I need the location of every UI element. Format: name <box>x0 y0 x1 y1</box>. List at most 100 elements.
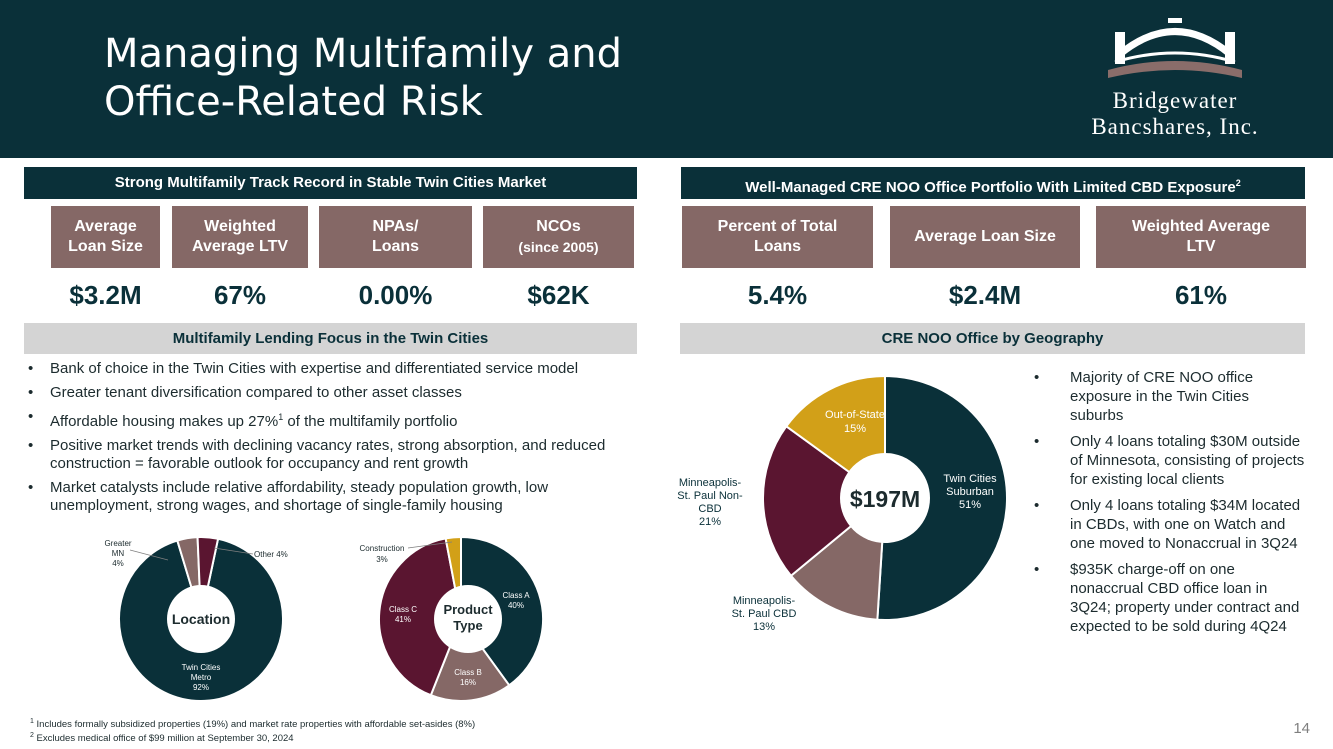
label-class-a: Class A <box>502 591 530 600</box>
label-mpls-cbd: St. Paul CBD <box>732 608 797 620</box>
page-number: 14 <box>1293 720 1310 737</box>
metric-value-percent-total-loans: 5.4% <box>747 280 808 310</box>
label-class-c: Class C <box>389 605 417 614</box>
bullet-item: Bank of choice in the Twin Cities with e… <box>24 360 654 378</box>
product-center-label: Product <box>443 602 493 617</box>
company-logo: Bridgewater Bancshares, Inc. <box>1060 14 1290 144</box>
metric-label: LTV <box>1186 238 1216 255</box>
metric-label: Weighted Average <box>1131 218 1271 235</box>
label-twin-cities-suburban: Twin Cities <box>943 473 997 485</box>
footnote-marker: 2 <box>1235 178 1241 188</box>
pie-slice-class-a <box>460 535 544 687</box>
bullet-item: Only 4 loans totaling $34M located in CB… <box>1030 496 1305 553</box>
bullet-item: Market catalysts include relative afford… <box>24 479 624 515</box>
metric-label: NCOs <box>536 218 581 235</box>
label-out-of-state-pct: 15% <box>844 423 866 435</box>
label-twin-cities-suburban: Suburban <box>946 486 994 498</box>
product-pie-center <box>434 585 502 653</box>
metric-label: Loans <box>371 238 420 255</box>
footnote-marker: 2 <box>30 732 34 739</box>
footnote-text: Includes formally subsidized properties … <box>36 719 476 731</box>
metric-label: Loans <box>753 238 802 255</box>
pie-slice-class-c <box>378 537 463 697</box>
bridge-emblem-icon <box>1108 18 1242 78</box>
geography-pie-chart: $197M Twin Cities Suburban 51% Out-of-St… <box>677 374 1009 633</box>
metric-sublabel: (since 2005) <box>518 239 599 255</box>
metric-label: Loan Size <box>68 238 143 255</box>
label-twin-cities-metro: Twin Cities <box>182 663 221 672</box>
label-greater-mn-pct: 4% <box>112 559 124 568</box>
footnote-text: Excludes medical office of $99 million a… <box>36 733 294 745</box>
location-center-label: Location <box>172 611 230 627</box>
label-mpls-non-cbd-pct: 21% <box>699 516 721 528</box>
cre-noo-section-title: Well-Managed CRE NOO Office Portfolio Wi… <box>681 167 1305 199</box>
metric-value-average-loan-size-office: $2.4M <box>948 280 1022 310</box>
label-class-b: Class B <box>454 668 482 677</box>
bullet-text: Market catalysts include relative afford… <box>50 479 549 514</box>
geography-title: CRE NOO Office by Geography <box>680 323 1305 354</box>
metric-value-average-loan-size: $3.2M <box>69 280 142 310</box>
bullet-item: Only 4 loans totaling $30M outside of Mi… <box>1030 432 1305 489</box>
title-line-1: Managing Multifamily and <box>104 31 623 77</box>
geo-center-label: $197M <box>850 486 920 512</box>
label-mpls-cbd: Minneapolis- <box>733 595 796 607</box>
metric-label: Percent of Total <box>717 218 838 235</box>
bullet-text: Affordable housing makes up 27% <box>50 413 279 430</box>
metric-box-weighted-average-ltv: Weighted Average LTV <box>1096 206 1306 268</box>
multifamily-section-title: Strong Multifamily Track Record in Stabl… <box>24 167 637 199</box>
label-class-c-pct: 41% <box>395 615 411 624</box>
label-construction: Construction <box>360 544 405 553</box>
label-twin-cities-metro: Metro <box>191 673 212 682</box>
metric-value-npas-loans: 0.00% <box>358 280 433 310</box>
bullet-item: $935K charge-off on one nonaccrual CBD o… <box>1030 560 1305 636</box>
metric-box-ncos: NCOs (since 2005) <box>483 206 634 268</box>
bullet-item: Affordable housing makes up 27%1 of the … <box>24 408 654 431</box>
bullet-item: Greater tenant diversification compared … <box>24 384 654 402</box>
label-other: Other 4% <box>254 550 288 559</box>
label-class-a-pct: 40% <box>508 601 524 610</box>
metric-box-average-loan-size-office: Average Loan Size <box>890 206 1080 268</box>
metric-box-weighted-ltv: Weighted Average LTV <box>172 206 308 268</box>
label-twin-cities-suburban-pct: 51% <box>959 499 981 511</box>
label-twin-cities-metro-pct: 92% <box>193 683 209 692</box>
label-greater-mn: MN <box>112 549 125 558</box>
metric-value-weighted-average-ltv: 61% <box>1174 280 1228 310</box>
metric-label: Average Loan Size <box>914 228 1056 245</box>
bullet-item: Majority of CRE NOO office exposure in t… <box>1030 368 1305 425</box>
location-pie-chart: Location Twin Cities Metro 92% Greater M… <box>104 536 288 702</box>
pie-slice-minneapolis-st-paul-non-cbd <box>762 424 887 578</box>
product-type-pie-chart: Product Type Class A 40% Class B 16% Cla… <box>360 535 544 702</box>
multifamily-focus-title: Multifamily Lending Focus in the Twin Ci… <box>24 323 637 354</box>
product-center-label: Type <box>453 618 482 633</box>
bullet-text: Positive market trends with declining va… <box>50 437 606 472</box>
header-banner: Managing Multifamily and Office-Related … <box>0 0 1333 158</box>
geo-pie-center <box>840 453 930 543</box>
logo-text-line-2: Bancshares, Inc. <box>1091 114 1259 139</box>
footnote-marker: 1 <box>30 718 34 725</box>
label-greater-mn: Greater <box>104 539 131 548</box>
metric-label: NPAs/ <box>372 218 419 235</box>
bullet-text: Only 4 loans totaling $34M located in CB… <box>1070 497 1301 552</box>
pie-slice-class-b <box>429 616 511 702</box>
location-pie-center <box>167 585 235 653</box>
bullet-text: Only 4 loans totaling $30M outside of Mi… <box>1070 433 1305 488</box>
footnote-1: 1 Includes formally subsidized propertie… <box>30 718 475 730</box>
label-class-b-pct: 16% <box>460 678 476 687</box>
bullet-text: $935K charge-off on one nonaccrual CBD o… <box>1070 561 1300 635</box>
bullet-text: Bank of choice in the Twin Cities with e… <box>50 360 579 377</box>
metric-value-ncos: $62K <box>527 280 590 310</box>
pie-slice-twin-cities-suburban <box>876 374 1009 621</box>
logo-text-line-1: Bridgewater <box>1112 88 1238 113</box>
bullet-item: Positive market trends with declining va… <box>24 437 624 473</box>
multifamily-bullet-list: Bank of choice in the Twin Cities with e… <box>24 360 654 521</box>
label-out-of-state: Out-of-State <box>825 409 885 421</box>
label-mpls-cbd-pct: 13% <box>753 621 775 633</box>
footnote-marker: 1 <box>278 412 284 422</box>
cre-noo-bullet-list: Majority of CRE NOO office exposure in t… <box>1030 368 1305 643</box>
bullet-text: of the multifamily portfolio <box>287 413 458 430</box>
metric-box-percent-total-loans: Percent of Total Loans <box>682 206 873 268</box>
label-construction-pct: 3% <box>376 555 388 564</box>
bullet-text: Majority of CRE NOO office exposure in t… <box>1070 369 1254 424</box>
page-title: Managing Multifamily and Office-Related … <box>104 30 744 126</box>
metric-label: Average LTV <box>191 238 289 255</box>
